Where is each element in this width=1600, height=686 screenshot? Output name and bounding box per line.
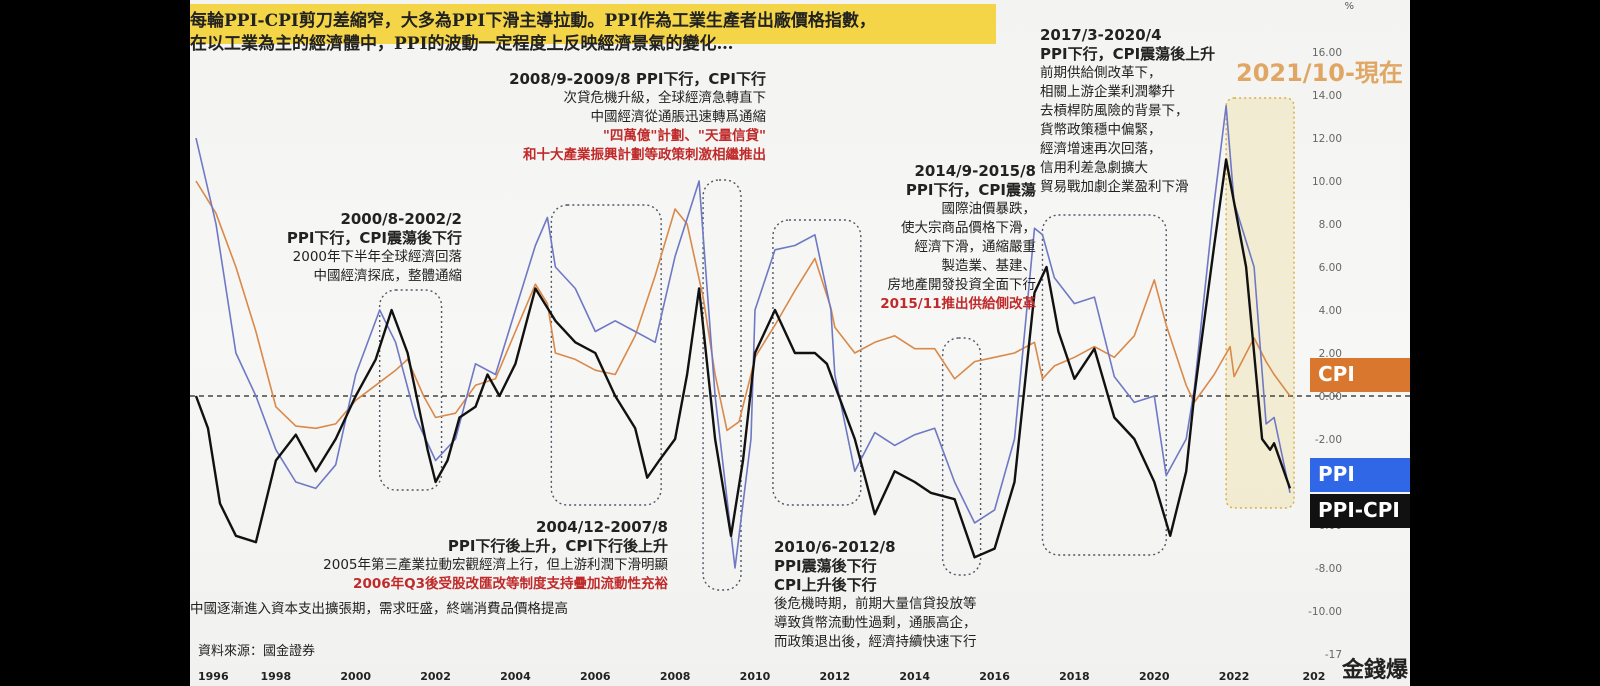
line-chart: 16.00 14.00 12.00 10.00 8.00 6.00 4.00 2.00 0.00… (190, 47, 1410, 683)
annotation-2010-line: 而政策退出後，經濟持續快速下行 (774, 634, 977, 650)
logo: 金錢爆 (1341, 657, 1408, 683)
annotation-2000-line: 中國經濟探底，整體通縮 (313, 268, 463, 284)
current-period-band (1225, 97, 1295, 509)
annotation-2014-line: 經濟下滑，通縮嚴重 (914, 239, 1037, 255)
header-line-2: 在以工業為主的經濟體中，PPI的波動一定程度上反映經濟景氣的變化… (190, 34, 734, 54)
annotation-2004-line2: 中國逐漸進入資本支出擴張期，需求旺盛，終端消費品價格提高 (190, 601, 568, 617)
annotation-2004-line: 2005年第三產業拉動宏觀經濟上行，但上游利潤下滑明顯 (323, 557, 668, 573)
annotation-2014-red: 2015/11推出供給側改革 (880, 296, 1036, 312)
annotation-2014-line: 國際油價暴跌， (941, 201, 1037, 217)
annotation-2017-line: 經濟增速再次回落， (1040, 141, 1162, 157)
y-tick-label: 12.00 (1312, 133, 1342, 145)
x-tick-label: 2004 (500, 670, 531, 683)
x-tick-label: 2014 (899, 670, 930, 683)
annotation-2010-period: 2010/6-2012/8 (774, 538, 896, 556)
annotation-2004-trend: PPI下行後上升，CPI下行後上升 (447, 537, 668, 555)
ppi-cpi-series-line (194, 158, 1292, 559)
y-tick-label: -2.00 (1315, 434, 1342, 446)
period-box (1041, 214, 1167, 556)
y-tick-label: 6.00 (1319, 262, 1342, 274)
source-note: 資料來源：國金證券 (198, 644, 316, 659)
annotation-2014-line: 房地產開發投資全面下行 (887, 277, 1037, 293)
y-tick-label: -8.00 (1315, 563, 1342, 575)
x-tick-label: 1996 (198, 670, 229, 683)
annotation-2004: 2004/12-2007/8 PPI下行後上升，CPI下行後上升 2005年第三… (220, 518, 668, 594)
annotation-2010: 2010/6-2012/8 PPI震蕩後下行 CPI上升後下行 後危機時期，前期… (774, 538, 977, 652)
annotation-2017-line: 信用利差急劇擴大 (1040, 160, 1148, 176)
ppi-legend-tag: PPI (1310, 458, 1410, 492)
annotation-2010-line: 後危機時期，前期大量信貸投放等 (774, 596, 977, 612)
y-unit-label: % (1344, 1, 1354, 12)
annotation-2008-red: 和十大產業振興計劃等政策刺激相繼推出 (523, 147, 766, 163)
annotation-2017-line: 貿易戰加劇企業盈利下滑 (1040, 179, 1189, 195)
annotation-2014-line: 製造業、基建、 (941, 258, 1037, 274)
annotation-2014-trend: PPI下行，CPI震蕩 (905, 181, 1036, 199)
annotation-2017-period: 2017/3-2020/4 (1040, 26, 1162, 44)
annotation-2008-title: 2008/9-2009/8 PPI下行，CPI下行 (509, 70, 766, 88)
current-period-label: 2021/10-現在 (1236, 59, 1403, 87)
annotation-2017-line: 去槓桿防風險的背景下， (1040, 103, 1189, 119)
x-tick-label: 2018 (1059, 670, 1090, 683)
period-box (550, 204, 662, 506)
annotation-2000-period: 2000/8-2002/2 (340, 210, 462, 228)
cpi-legend-tag: CPI (1310, 358, 1410, 392)
x-tick-label: 1998 (261, 670, 292, 683)
y-tick-label: 10.00 (1312, 176, 1342, 188)
annotation-2017-trend: PPI下行，CPI震蕩後上升 (1040, 45, 1216, 63)
x-tick-label: 2016 (979, 670, 1010, 683)
y-tick-label: 2.00 (1319, 348, 1342, 360)
x-tick-label: 2008 (660, 670, 691, 683)
annotation-2014-line: 使大宗商品價格下滑， (901, 220, 1036, 236)
x-tick-label: 2022 (1219, 670, 1250, 683)
chart-panel: 每輪PPI-CPI剪刀差縮窄，大多為PPI下滑主導拉動。PPI作為工業生產者出廠… (190, 0, 1410, 686)
annotation-2014-period: 2014/9-2015/8 (914, 162, 1036, 180)
x-tick-label: 2020 (1139, 670, 1170, 683)
annotation-2017-line: 貨幣政策穩中偏緊， (1040, 122, 1162, 138)
annotation-2000-line: 2000年下半年全球經濟回落 (292, 249, 462, 265)
ppi-series-line (195, 105, 1291, 569)
annotation-2004-period: 2004/12-2007/8 (536, 518, 668, 536)
y-tick-label: -17 (1325, 649, 1342, 661)
annotation-2010-line: 導致貨幣流動性過剩，通脹高企， (774, 615, 977, 631)
y-tick-label: 4.00 (1319, 305, 1342, 317)
annotation-2014: 2014/9-2015/8 PPI下行，CPI震蕩 國際油價暴跌， 使大宗商品價… (810, 162, 1036, 314)
header-highlight (190, 4, 996, 44)
annotation-2004-red: 2006年Q3後受股改匯改等制度支持疊加流動性充裕 (353, 576, 668, 592)
y-tick-label: 14.00 (1312, 90, 1342, 102)
annotation-2008: 2008/9-2009/8 PPI下行，CPI下行 次貸危機升級，全球經濟急轉直… (446, 70, 766, 165)
x-tick-label: 2000 (340, 670, 371, 683)
annotation-2017: 2017/3-2020/4 PPI下行，CPI震蕩後上升 前期供給側改革下， 相… (1040, 26, 1215, 197)
annotation-2010-trend-cpi: CPI上升後下行 (774, 576, 877, 594)
annotation-2017-line: 前期供給側改革下， (1040, 65, 1162, 81)
annotation-2000: 2000/8-2002/2 PPI下行，CPI震蕩後下行 2000年下半年全球經… (226, 210, 462, 286)
x-tick-label: 2010 (740, 670, 771, 683)
ppi-cpi-legend-tag: PPI-CPI (1310, 494, 1410, 528)
x-tick-label: 2006 (580, 670, 611, 683)
period-box (378, 289, 443, 491)
header-line-1: 每輪PPI-CPI剪刀差縮窄，大多為PPI下滑主導拉動。PPI作為工業生產者出廠… (190, 11, 876, 31)
x-tick-label: 2002 (420, 670, 451, 683)
annotation-2017-line: 相關上游企業利潤攀升 (1040, 84, 1175, 100)
period-box (772, 219, 862, 506)
x-tick-label: 202 (1302, 670, 1325, 683)
period-box (702, 179, 742, 591)
annotation-2008-line: 中國經濟從通脹迅速轉爲通縮 (590, 109, 767, 125)
y-tick-label: 8.00 (1319, 219, 1342, 231)
y-tick-label: 0.00 (1319, 391, 1342, 403)
annotation-2010-trend-ppi: PPI震蕩後下行 (774, 557, 877, 575)
x-tick-label: 2012 (820, 670, 851, 683)
annotation-2008-line: 次貸危機升級，全球經濟急轉直下 (563, 90, 767, 106)
y-tick-label: -10.00 (1308, 606, 1342, 618)
y-tick-label: 16.00 (1312, 47, 1342, 59)
annotation-2008-red: "四萬億"計劃、"天量信貸" (602, 128, 766, 144)
annotation-2000-trend: PPI下行，CPI震蕩後下行 (286, 229, 462, 247)
